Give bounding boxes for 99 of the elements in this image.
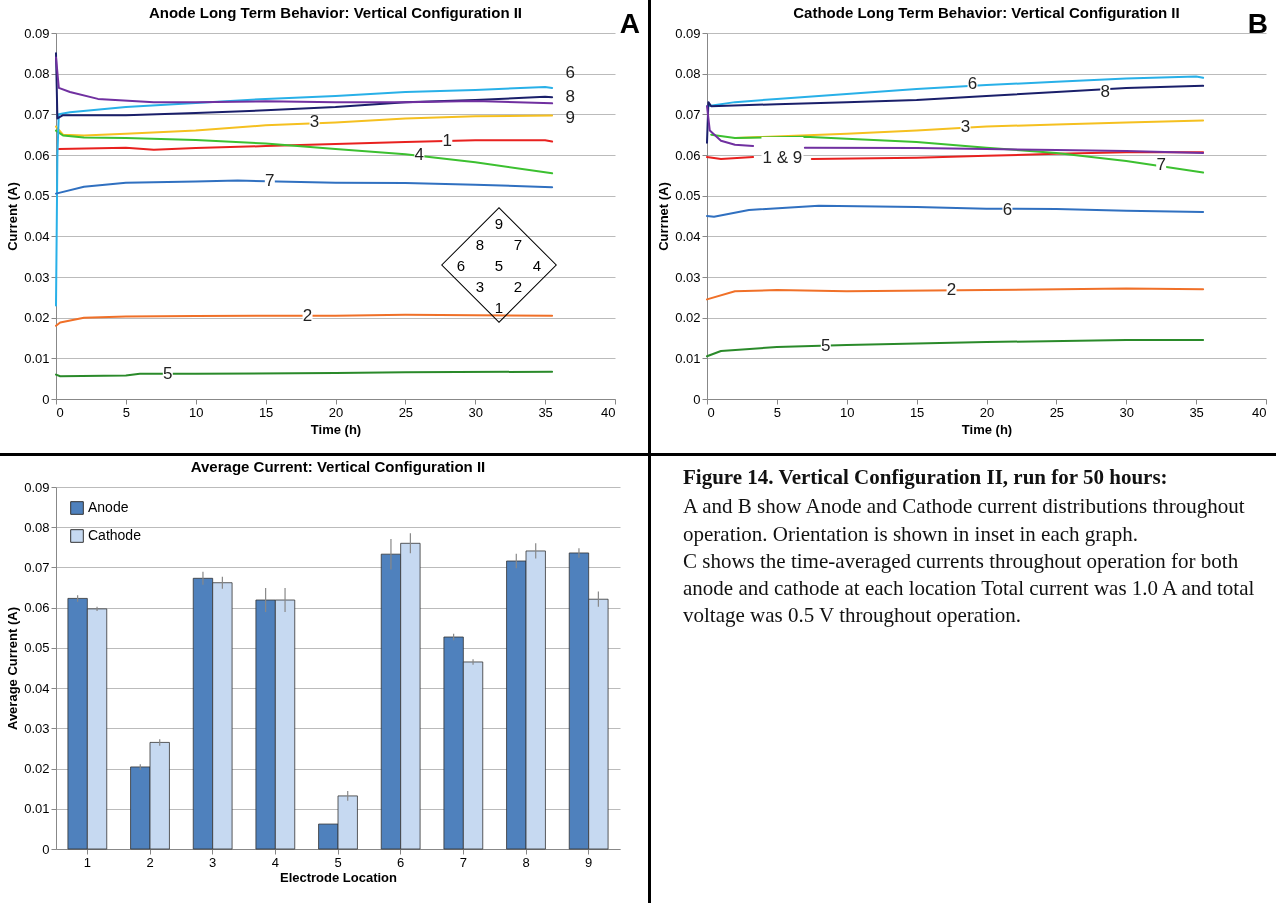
y-tick-label: 0.04 — [675, 228, 701, 244]
annotation: 6 — [456, 256, 466, 274]
x-tick-label: 10 — [189, 404, 204, 420]
y-tick-label: 0.02 — [24, 310, 50, 326]
x-tick-label: 8 — [522, 854, 530, 870]
x-tick-label: 5 — [334, 854, 342, 870]
x-tick-label: 3 — [209, 854, 217, 870]
annotation: 5 — [494, 256, 504, 274]
y-tick-label: 0.07 — [24, 106, 50, 122]
x-tick-label: 40 — [601, 404, 616, 420]
y-axis-title: Currnet (A) — [656, 182, 672, 251]
y-tick-label: 0.06 — [675, 147, 701, 163]
y-tick-label: 0 — [42, 841, 50, 857]
y-tick-label: 0.08 — [24, 66, 50, 82]
annotation: 6 — [1002, 199, 1013, 219]
text: A — [619, 8, 640, 40]
x-tick-label: 0 — [707, 404, 715, 420]
chart-title: Average Current: Vertical Configuration II — [190, 458, 486, 475]
annotation: 3 — [475, 277, 485, 295]
series-label: 6 — [565, 62, 575, 82]
x-tick-label: 5 — [773, 404, 781, 420]
x-tick-label: 1 — [83, 854, 91, 870]
annotation: 7 — [513, 235, 523, 253]
x-tick-label: 20 — [979, 404, 995, 420]
y-tick-label: 0.09 — [24, 479, 50, 495]
annotation: 5 — [821, 336, 831, 356]
y-tick-label: 0 — [42, 391, 50, 407]
x-axis-title: Time (h) — [310, 421, 362, 437]
y-tick-label: 0.05 — [675, 188, 701, 204]
x-tick-label: 15 — [258, 404, 274, 420]
x-tick-label: 25 — [1049, 404, 1065, 420]
y-tick-label: 0.05 — [24, 640, 50, 656]
y-tick-label: 0.06 — [24, 600, 50, 616]
y-tick-label: 0.04 — [24, 680, 50, 696]
chart-title: Anode Long Term Behavior: Vertical Configuration II — [148, 4, 523, 21]
x-tick-label: 0 — [56, 404, 64, 420]
x-tick-label: 10 — [840, 404, 855, 420]
x-tick-label: 4 — [271, 854, 279, 870]
annotation: 6 — [967, 73, 978, 93]
y-tick-label: 0.03 — [24, 269, 50, 285]
y-tick-label: 0.02 — [24, 761, 50, 777]
series-label: 1 & 9 — [762, 148, 803, 168]
text: Figure 14. Vertical Configuration II, run for 50 hours: — [683, 464, 1169, 491]
y-tick-label: 0.01 — [24, 350, 50, 366]
y-tick-label: 0.03 — [24, 720, 50, 736]
x-tick-label: 6 — [397, 854, 405, 870]
x-axis-title: Electrode Location — [279, 869, 398, 885]
annotation: 4 — [414, 145, 425, 164]
annotation: 5 — [163, 363, 173, 383]
x-tick-label: 30 — [1119, 404, 1134, 420]
y-tick-label: 0.05 — [24, 188, 50, 204]
x-tick-label: 35 — [1189, 404, 1204, 420]
series-label: 8 — [565, 87, 575, 107]
legend-label: Cathode — [88, 527, 142, 543]
annotation: 2 — [302, 305, 313, 325]
y-tick-label: 0.07 — [24, 559, 50, 575]
text: A and B show Anode and Cathode current distributions throughout operation. Orientation is shown in inset in each graph. — [683, 493, 1246, 548]
annotation: 7 — [1156, 155, 1166, 175]
x-axis-title: Time (h) — [961, 421, 1013, 437]
y-axis-title: Average Current (A) — [5, 606, 21, 731]
y-tick-label: 0.07 — [675, 106, 701, 122]
x-tick-label: 35 — [538, 404, 553, 420]
y-tick-label: 0.01 — [24, 801, 50, 817]
x-tick-label: 20 — [328, 404, 344, 420]
y-tick-label: 0.02 — [675, 310, 701, 326]
annotation: 1 — [494, 298, 504, 316]
x-tick-label: 9 — [585, 854, 593, 870]
annotation: 8 — [475, 235, 485, 253]
x-tick-label: 40 — [1252, 404, 1267, 420]
x-tick-label: 25 — [398, 404, 414, 420]
annotation: B — [1247, 8, 1268, 40]
text: C shows the time-averaged currents throughout operation for both anode and cathode at each location Total current was 1.0 A and total voltage was 0.5 V throughout operation. — [683, 547, 1256, 630]
annotation: 3 — [309, 112, 320, 132]
annotation: 1 — [442, 131, 453, 151]
y-tick-label: 0.08 — [24, 519, 50, 535]
y-tick-label: 0.03 — [675, 269, 701, 285]
y-axis-title: Current (A) — [5, 182, 21, 251]
annotation: 2 — [513, 277, 523, 295]
y-tick-label: 0.06 — [24, 147, 50, 163]
legend-label: Anode — [88, 499, 129, 515]
x-tick-label: 5 — [122, 404, 130, 420]
x-tick-label: 7 — [459, 854, 467, 870]
annotation: 2 — [946, 280, 957, 300]
annotation: 9 — [494, 214, 504, 232]
y-tick-label: 0.09 — [24, 25, 50, 41]
annotation: 3 — [960, 117, 971, 137]
y-tick-label: 0.09 — [675, 25, 701, 41]
x-tick-label: 30 — [468, 404, 483, 420]
y-tick-label: 0.01 — [675, 350, 701, 366]
y-tick-label: 0.04 — [24, 228, 50, 244]
x-tick-label: 15 — [909, 404, 925, 420]
annotation: 7 — [265, 171, 275, 191]
series-label: 9 — [565, 108, 575, 128]
y-tick-label: 0 — [693, 391, 701, 407]
x-tick-label: 2 — [146, 854, 154, 870]
y-tick-label: 0.08 — [675, 66, 701, 82]
annotation: 8 — [1100, 81, 1111, 101]
chart-title: Cathode Long Term Behavior: Vertical Configuration II — [793, 4, 1180, 21]
annotation: 4 — [532, 256, 542, 274]
